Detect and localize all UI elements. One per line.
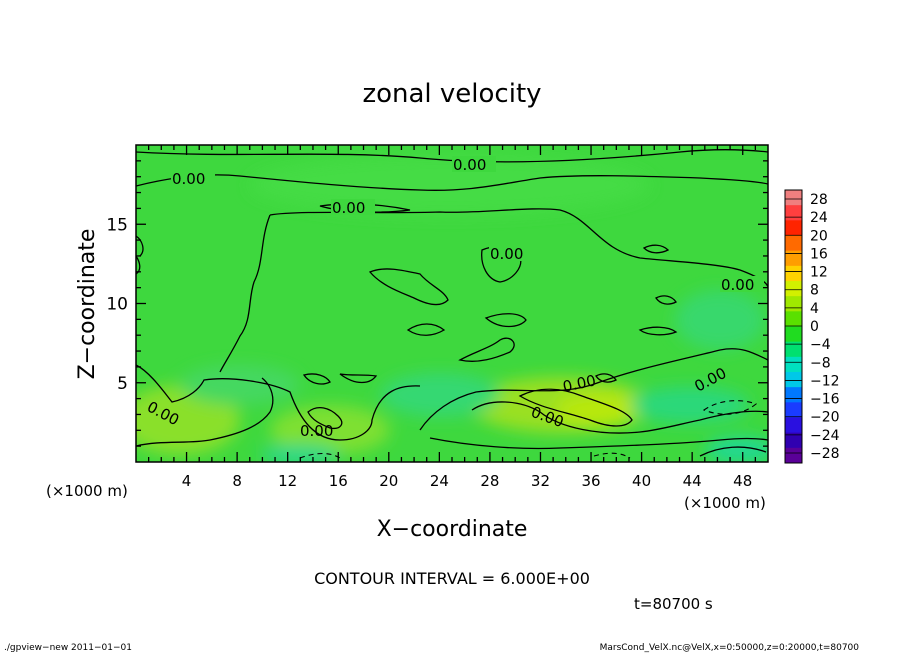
x-tick-labels: 4 8 12 16 20 24 28 32 36 40 44 48	[182, 472, 752, 490]
colorbar-swatch	[785, 372, 802, 388]
x-axis-label: X−coordinate	[377, 517, 528, 542]
chart-title: zonal velocity	[362, 79, 541, 109]
colorbar-label: 0	[810, 319, 819, 335]
y-tick-labels: 5 10 15	[106, 215, 128, 394]
colorbar-swatch	[785, 402, 802, 418]
colorbar-label: −12	[810, 373, 840, 389]
contour-line	[458, 337, 515, 362]
contour-line	[471, 401, 768, 434]
contour-line	[699, 446, 767, 457]
colorbar-swatch	[785, 387, 802, 403]
y-tick-label: 15	[106, 215, 128, 235]
contour-line	[136, 364, 421, 441]
contour-line	[219, 214, 271, 373]
contour-line	[419, 348, 768, 431]
x-tick-label: 24	[430, 472, 449, 490]
colorbar-label: 16	[810, 246, 828, 262]
contour-line	[595, 373, 617, 383]
contour-line	[307, 406, 343, 430]
contour-line	[302, 373, 331, 385]
x-tick-label: 32	[531, 472, 550, 490]
colorbar-swatch	[785, 250, 802, 267]
x-tick-label: 44	[683, 472, 702, 490]
colorbar-swatch	[785, 235, 802, 252]
colorbar-swatch	[785, 326, 802, 343]
colorbar-swatch	[785, 311, 802, 327]
contour-line	[518, 388, 633, 427]
colorbar-label: −20	[810, 410, 840, 426]
colorbar-label: 4	[810, 301, 819, 317]
y-axis-label: Z−coordinate	[75, 229, 100, 380]
colorbar-swatch	[785, 296, 802, 312]
y-tick-label: 5	[117, 374, 128, 394]
contour-label: 0.00	[490, 245, 523, 263]
contour-label: 0.00	[453, 156, 486, 174]
contour-interval: CONTOUR INTERVAL = 6.000E+00	[314, 569, 590, 588]
colorbar-label: −16	[810, 392, 840, 408]
colorbar	[784, 189, 803, 464]
x-tick-label: 12	[278, 472, 297, 490]
colorbar-swatch	[785, 190, 802, 206]
x-tick-label: 48	[733, 472, 752, 490]
colorbar-swatch	[785, 432, 802, 449]
contour-line-negative	[593, 452, 631, 459]
contour-line	[136, 377, 274, 447]
footer-right: MarsCond_VelX.nc@VelX,x=0:50000,z=0:2000…	[600, 643, 860, 653]
x-tick-label: 36	[581, 472, 600, 490]
colorbar-frame	[784, 189, 803, 464]
x-tick-label: 20	[379, 472, 398, 490]
colorbar-swatch	[785, 356, 802, 373]
contour-label: 0.00	[300, 422, 333, 440]
contour-label: 0.00	[332, 199, 365, 217]
colorbar-swatch	[785, 417, 802, 434]
colorbar-label: 12	[810, 265, 828, 281]
footer-left: ./gpview−new 2011−01−01	[4, 643, 132, 653]
contour-line	[655, 295, 677, 305]
contour-line	[429, 437, 768, 450]
x-tick-label: 16	[329, 472, 348, 490]
colorbar-label: −28	[810, 446, 840, 462]
contour-line	[339, 373, 378, 384]
contour-line	[136, 174, 768, 191]
x-unit-left: (×1000 m)	[46, 482, 128, 500]
colorbar-swatch	[785, 205, 802, 221]
contour-line	[484, 313, 527, 328]
colorbar-label: 28	[810, 192, 828, 208]
plot-field	[136, 145, 768, 462]
colorbar-swatch	[785, 281, 802, 297]
colorbar-label: −8	[810, 355, 831, 371]
axis-ticks	[136, 145, 768, 462]
colorbar-label: 24	[810, 210, 828, 226]
contour-line	[136, 255, 141, 275]
colorbar-swatch	[785, 447, 802, 464]
contour-line	[638, 326, 678, 336]
time-label: t=80700 s	[634, 595, 713, 613]
negative-contours	[299, 400, 758, 459]
contour-label: 0.00	[721, 276, 754, 294]
x-tick-label: 4	[182, 472, 192, 490]
contour-label: 0.00	[172, 170, 205, 188]
colorbar-swatch	[785, 341, 802, 358]
colorbar-label: 20	[810, 228, 828, 244]
x-tick-label: 8	[232, 472, 242, 490]
contour-line	[406, 323, 446, 336]
colorbar-label: −24	[810, 428, 840, 444]
colorbar-labels: 28 24 20 16 12 8 4 0 −4 −8 −12 −16 −20 −24 −28	[810, 192, 840, 462]
colorbar-swatch	[785, 220, 802, 236]
x-tick-label: 28	[480, 472, 499, 490]
contour-line	[642, 244, 670, 254]
colorbar-label: 8	[810, 283, 819, 299]
contour-line-negative	[299, 452, 341, 459]
x-unit-right: (×1000 m)	[684, 494, 766, 512]
contour-line	[136, 235, 144, 257]
contour-line	[368, 268, 449, 306]
colorbar-swatch	[785, 265, 802, 282]
contour-line	[269, 208, 768, 289]
x-tick-label: 40	[632, 472, 651, 490]
contour-line-negative	[702, 400, 758, 415]
colorbar-label: −4	[810, 337, 831, 353]
y-tick-label: 10	[106, 295, 128, 315]
